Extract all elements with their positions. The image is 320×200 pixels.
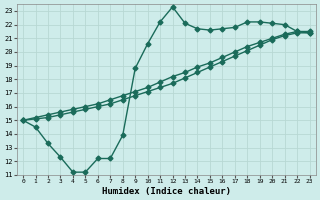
X-axis label: Humidex (Indice chaleur): Humidex (Indice chaleur) [102,187,231,196]
